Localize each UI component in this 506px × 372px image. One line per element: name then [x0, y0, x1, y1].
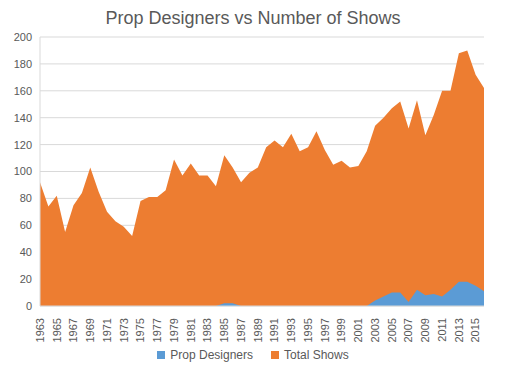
svg-text:120: 120: [14, 139, 32, 151]
html-text:Prop Designers: Prop Designers: [170, 348, 253, 362]
svg-text:80: 80: [20, 192, 32, 204]
svg-text:20: 20: [20, 273, 32, 285]
svg-text:1963: 1963: [34, 318, 46, 342]
svg-text:0: 0: [26, 300, 32, 312]
svg-text:180: 180: [14, 58, 32, 70]
svg-text:1987: 1987: [235, 318, 247, 342]
svg-text:1969: 1969: [84, 318, 96, 342]
svg-text:2015: 2015: [469, 318, 481, 342]
svg-text:2013: 2013: [453, 318, 465, 342]
svg-text:2011: 2011: [436, 318, 448, 342]
svg-text:2003: 2003: [369, 318, 381, 342]
svg-text:140: 140: [14, 112, 32, 124]
svg-text:1977: 1977: [151, 318, 163, 342]
svg-text:1971: 1971: [101, 318, 113, 342]
svg-text:1965: 1965: [51, 318, 63, 342]
svg-text:1973: 1973: [118, 318, 130, 342]
svg-text:1985: 1985: [218, 318, 230, 342]
svg-text:1975: 1975: [134, 318, 146, 342]
svg-text:1967: 1967: [67, 318, 79, 342]
svg-text:2009: 2009: [419, 318, 431, 342]
svg-text:40: 40: [20, 246, 32, 258]
svg-text:1979: 1979: [168, 318, 180, 342]
svg-text:1983: 1983: [201, 318, 213, 342]
svg-text:1991: 1991: [268, 318, 280, 342]
svg-text:160: 160: [14, 85, 32, 97]
svg-text:200: 200: [14, 32, 32, 43]
html-text:Total Shows: Total Shows: [284, 348, 349, 362]
svg-text:1995: 1995: [302, 318, 314, 342]
svg-text:1999: 1999: [335, 318, 347, 342]
svg-text:1981: 1981: [185, 318, 197, 342]
html-text:Prop Designers vs Number of Sh: Prop Designers vs Number of Shows: [105, 8, 401, 28]
svg-text:1989: 1989: [252, 318, 264, 342]
svg-text:2001: 2001: [352, 318, 364, 342]
svg-text:100: 100: [14, 165, 32, 177]
svg-text:1997: 1997: [319, 318, 331, 342]
svg-text:1993: 1993: [285, 318, 297, 342]
svg-text:2005: 2005: [386, 318, 398, 342]
svg-text:60: 60: [20, 219, 32, 231]
svg-text:2007: 2007: [402, 318, 414, 342]
